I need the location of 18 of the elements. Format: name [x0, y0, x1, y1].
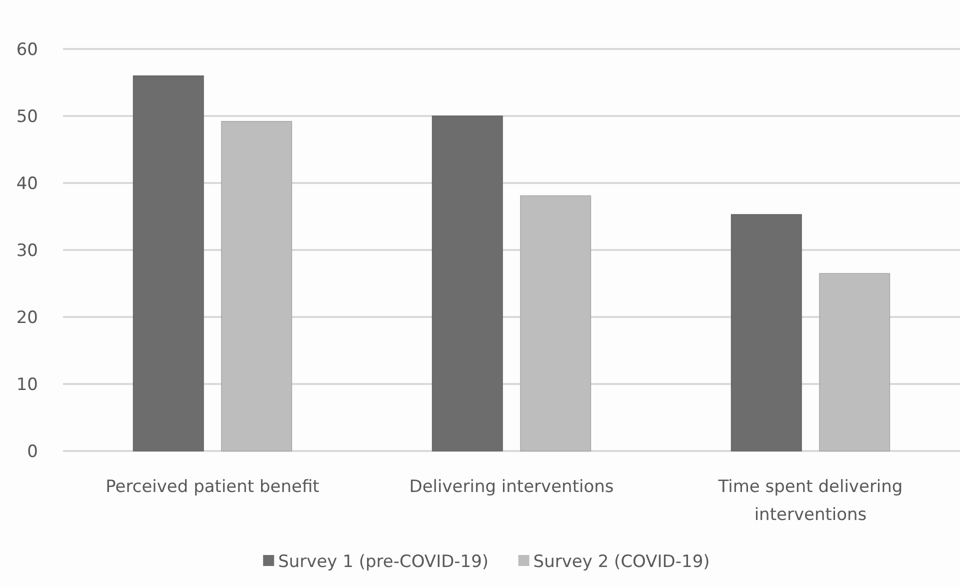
y-tick-label: 40 [16, 174, 38, 194]
y-tick-label: 30 [16, 240, 38, 261]
bar [730, 214, 802, 452]
y-tick-label: 20 [16, 308, 38, 328]
bar [432, 116, 503, 452]
y-tick-label: 50 [16, 106, 38, 127]
bar [132, 75, 204, 452]
bar [221, 121, 292, 452]
legend-label: Survey 2 (COVID-19) [533, 552, 710, 572]
y-tick-label: 0 [27, 442, 38, 462]
legend-label: Survey 1 (pre-COVID-19) [278, 552, 489, 572]
bar [520, 195, 592, 452]
x-tick-label: Time spent delivering interventions [717, 477, 903, 525]
y-tick-label: 60 [16, 40, 38, 60]
bar [819, 273, 890, 452]
y-tick-label: 10 [16, 374, 38, 395]
x-tick-label: Delivering interventions [409, 477, 614, 497]
x-tick-label: Perceived patient benefit [106, 477, 320, 497]
